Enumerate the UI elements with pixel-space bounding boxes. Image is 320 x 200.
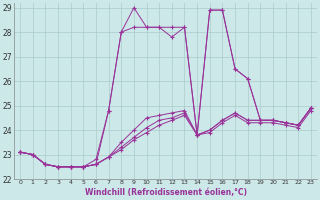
X-axis label: Windchill (Refroidissement éolien,°C): Windchill (Refroidissement éolien,°C) bbox=[84, 188, 246, 197]
